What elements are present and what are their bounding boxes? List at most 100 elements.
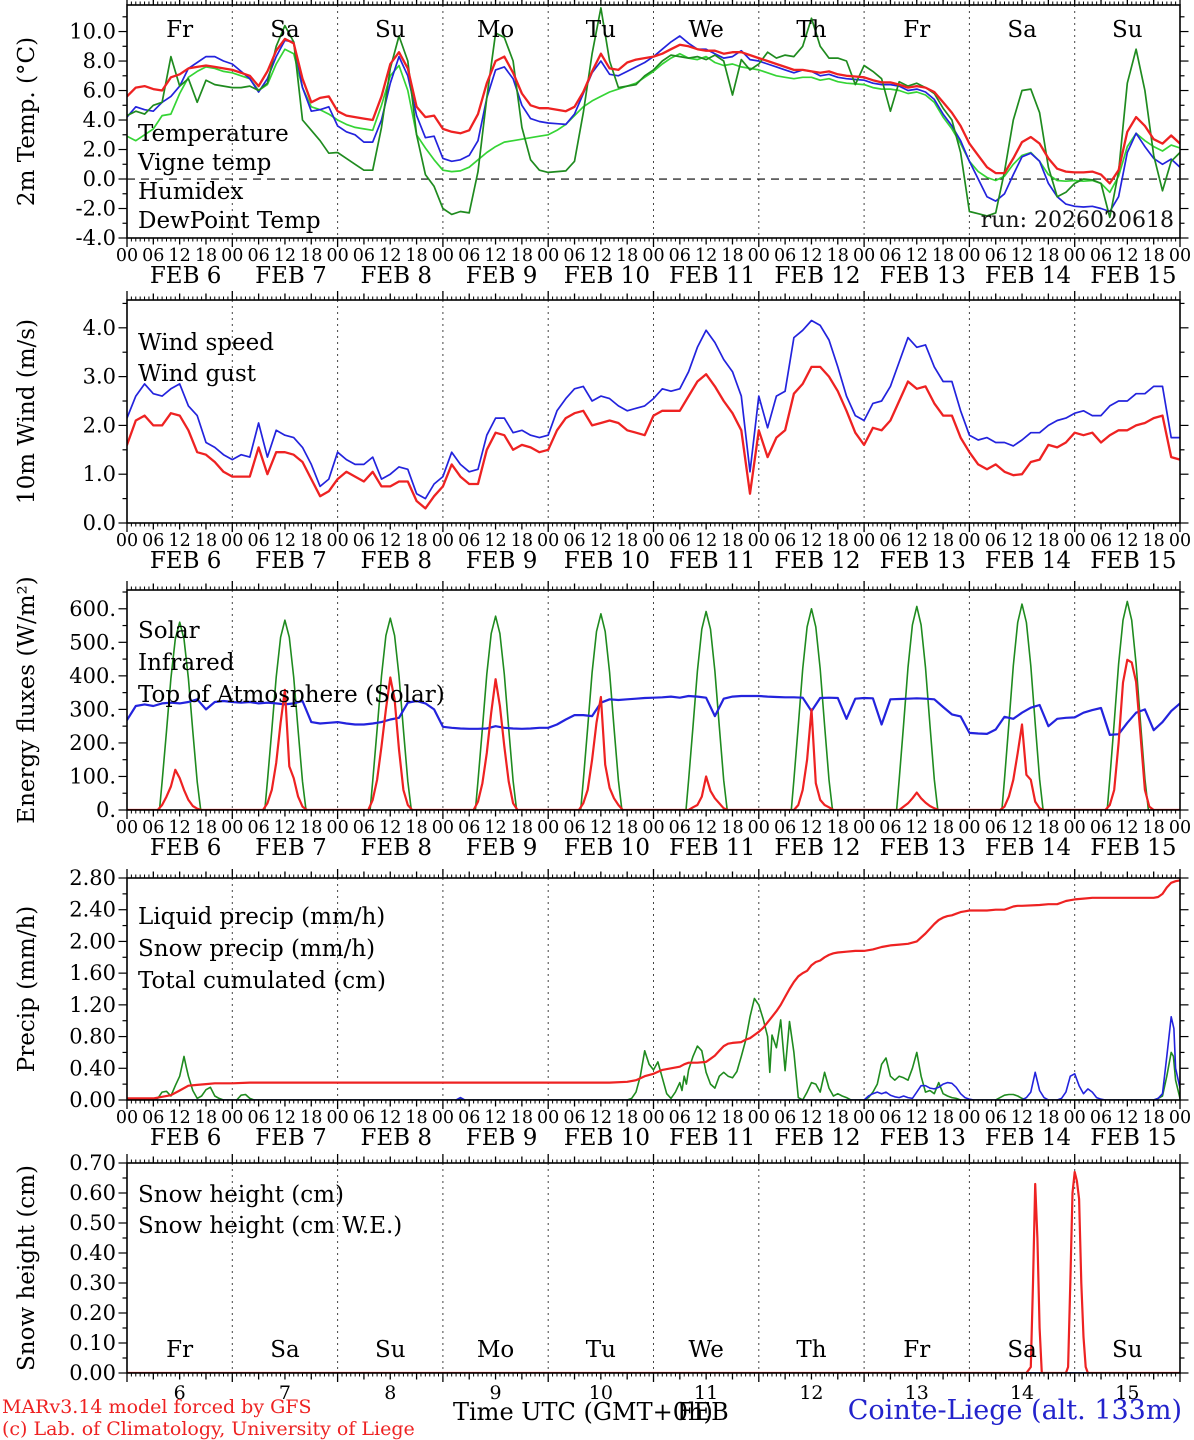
hour-tick-label: 18 — [195, 818, 217, 838]
hour-tick-label: 00 — [748, 531, 770, 551]
day-name-label: Th — [796, 17, 826, 43]
hour-tick-label: 12 — [379, 531, 401, 551]
date-tick-label: FEB 14 — [985, 263, 1071, 289]
date-tick-label: FEB 13 — [880, 548, 966, 574]
legend-label: Humidex — [138, 179, 243, 205]
hour-tick-label: 00 — [432, 531, 454, 551]
ytick-label: 10.0 — [69, 20, 116, 44]
hour-tick-label: 00 — [1169, 818, 1191, 838]
y-axis-title: Energy fluxes (W/m²) — [14, 576, 40, 823]
hour-tick-label: 00 — [326, 531, 348, 551]
series-total-cumulated — [127, 879, 1180, 1100]
hour-tick-label: 12 — [1011, 246, 1033, 266]
date-tick-label: FEB 12 — [774, 263, 860, 289]
hour-tick-label: 06 — [353, 818, 375, 838]
ytick-label: 0.0 — [83, 511, 116, 535]
date-tick-label: FEB 9 — [466, 835, 538, 861]
hour-tick-label: 12 — [379, 1108, 401, 1128]
date-tick-label: FEB 10 — [564, 548, 650, 574]
hour-tick-label: 06 — [458, 1108, 480, 1128]
hour-tick-label: 06 — [1090, 531, 1112, 551]
hour-tick-label: 12 — [484, 1108, 506, 1128]
hour-tick-label: 12 — [274, 1108, 296, 1128]
series-wind-speed — [127, 365, 1180, 510]
ytick-label: 0.20 — [69, 1301, 116, 1325]
x-axis-month-label: FEB — [677, 1398, 729, 1426]
hour-tick-label: 12 — [484, 818, 506, 838]
day-name-label: Fr — [166, 1337, 193, 1363]
hour-tick-label: 00 — [853, 246, 875, 266]
series-top-of-atmosphere — [127, 600, 1180, 810]
date-tick-label: FEB 7 — [255, 263, 327, 289]
hour-tick-label: 06 — [247, 246, 269, 266]
hour-tick-label: 06 — [879, 1108, 901, 1128]
hour-tick-label: 18 — [827, 1108, 849, 1128]
ytick-label: 0.80 — [69, 1025, 116, 1049]
x-axis-title: Time UTC (GMT+0h) — [453, 1398, 713, 1426]
hour-tick-label: 12 — [1116, 531, 1138, 551]
hour-tick-label: 06 — [458, 531, 480, 551]
hour-tick-label: 12 — [800, 818, 822, 838]
hour-tick-label: 12 — [590, 818, 612, 838]
ytick-label: 500. — [69, 630, 116, 654]
hour-tick-label: 06 — [1090, 818, 1112, 838]
date-tick-label: FEB 13 — [880, 1125, 966, 1151]
date-tick-label: FEB 12 — [774, 1125, 860, 1151]
hour-tick-label: 12 — [695, 531, 717, 551]
hour-tick-label: 12 — [169, 818, 191, 838]
hour-tick-label: 06 — [774, 818, 796, 838]
hour-tick-label: 00 — [1064, 1108, 1086, 1128]
hour-tick-label: 00 — [853, 531, 875, 551]
series-wind-gust — [127, 319, 1180, 500]
day-number-label: 12 — [799, 1382, 823, 1404]
hour-tick-label: 00 — [853, 818, 875, 838]
hour-tick-label: 12 — [695, 818, 717, 838]
hour-tick-label: 00 — [748, 818, 770, 838]
date-tick-label: FEB 11 — [669, 835, 755, 861]
day-name-label: Mo — [477, 17, 514, 43]
date-tick-label: FEB 10 — [564, 263, 650, 289]
series-snow-height — [127, 1170, 1180, 1373]
hour-tick-label: 12 — [800, 246, 822, 266]
hour-tick-label: 12 — [1011, 1108, 1033, 1128]
hour-tick-label: 00 — [432, 1108, 454, 1128]
hour-tick-label: 12 — [1011, 818, 1033, 838]
hour-tick-label: 12 — [800, 531, 822, 551]
date-tick-label: FEB 15 — [1090, 263, 1176, 289]
hour-tick-label: 00 — [748, 1108, 770, 1128]
hour-tick-label: 06 — [985, 246, 1007, 266]
hour-tick-label: 00 — [958, 1108, 980, 1128]
credit-lab-line: (c) Lab. of Climatology, University of L… — [2, 1418, 415, 1440]
day-number-label: 9 — [490, 1382, 502, 1404]
hour-tick-label: 18 — [405, 246, 427, 266]
hour-tick-label: 06 — [774, 246, 796, 266]
hour-tick-label: 12 — [484, 531, 506, 551]
hour-tick-label: 00 — [958, 818, 980, 838]
hour-tick-label: 12 — [379, 818, 401, 838]
date-tick-label: FEB 11 — [669, 1125, 755, 1151]
ytick-label: 1.20 — [69, 993, 116, 1017]
ytick-label: 3.0 — [83, 365, 116, 389]
hour-tick-label: 18 — [1143, 818, 1165, 838]
hour-tick-label: 06 — [774, 1108, 796, 1128]
hour-tick-label: 06 — [458, 246, 480, 266]
date-tick-label: FEB 8 — [360, 1125, 432, 1151]
hour-tick-label: 18 — [616, 531, 638, 551]
hour-tick-label: 18 — [721, 1108, 743, 1128]
ytick-label: 0. — [96, 798, 116, 822]
hour-tick-label: 00 — [326, 818, 348, 838]
y-axis-title: Snow height (cm) — [14, 1165, 40, 1371]
day-number-label: 10 — [589, 1382, 613, 1404]
hour-tick-label: 06 — [985, 818, 1007, 838]
hour-tick-label: 18 — [616, 1108, 638, 1128]
date-tick-label: FEB 9 — [466, 1125, 538, 1151]
hour-tick-label: 12 — [906, 1108, 928, 1128]
hour-tick-label: 00 — [116, 246, 138, 266]
hour-tick-label: 00 — [642, 246, 664, 266]
date-tick-label: FEB 15 — [1090, 835, 1176, 861]
hour-tick-label: 12 — [590, 531, 612, 551]
day-name-label: We — [688, 1337, 723, 1363]
hour-tick-label: 12 — [274, 531, 296, 551]
hour-tick-label: 00 — [642, 1108, 664, 1128]
